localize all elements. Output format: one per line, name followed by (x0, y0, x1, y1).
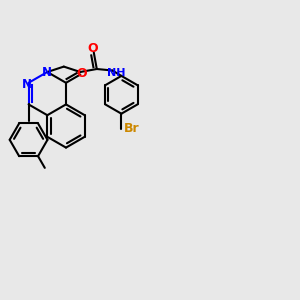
Text: N: N (42, 65, 52, 79)
Text: O: O (87, 42, 98, 56)
Text: Br: Br (124, 122, 140, 135)
Text: NH: NH (107, 68, 125, 79)
Text: O: O (76, 67, 87, 80)
Text: N: N (22, 78, 32, 91)
